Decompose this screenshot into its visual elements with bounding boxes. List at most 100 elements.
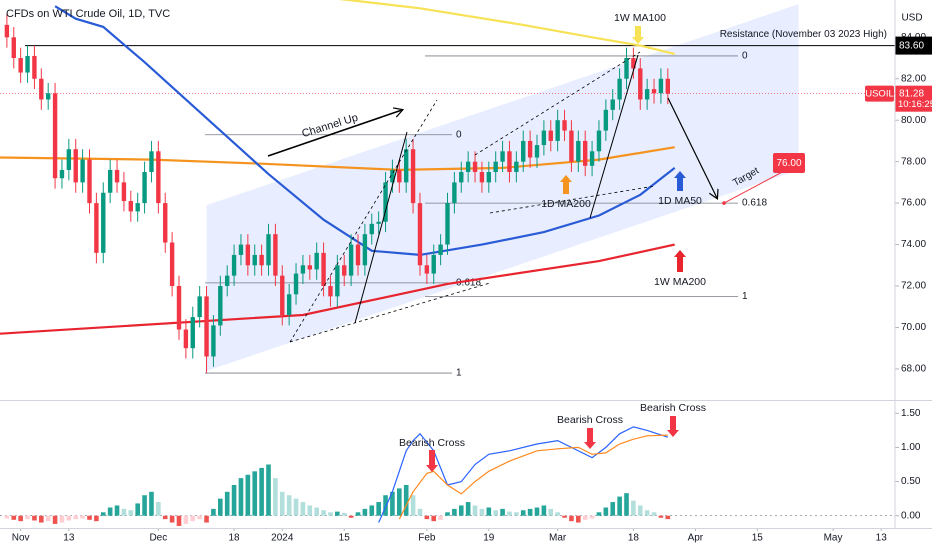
candle-body — [541, 130, 547, 146]
x-tick-label: 13 — [63, 533, 75, 544]
histogram-bar — [94, 515, 99, 522]
histogram-bar — [156, 502, 161, 516]
histogram-bar — [383, 495, 388, 516]
candle-body — [252, 254, 257, 266]
y-tick-label: 0.00 — [901, 510, 921, 521]
candle-body — [410, 149, 416, 204]
candle-body — [259, 254, 264, 266]
candle-body — [548, 130, 553, 141]
drawing-line — [289, 282, 491, 343]
candle-body — [211, 325, 216, 357]
candle-body — [59, 169, 65, 179]
histogram-bar — [231, 484, 237, 516]
histogram-bar — [376, 502, 381, 516]
macd-line — [378, 426, 668, 523]
candle-body — [204, 296, 209, 357]
histogram-bar — [424, 515, 430, 520]
x-tick-label: Apr — [688, 533, 704, 544]
macd-pane — [0, 426, 895, 526]
arrow — [674, 171, 686, 191]
candle-body — [307, 265, 313, 270]
candle-body — [342, 265, 347, 276]
histogram-bar — [417, 508, 423, 516]
candle-body — [163, 203, 168, 243]
drawing-line — [267, 110, 402, 157]
y-tick-label: 1.00 — [901, 442, 921, 453]
ma-label: 1D MA50 — [658, 195, 702, 207]
y-tick-label: 1.50 — [901, 408, 921, 419]
y-tick-label: 0.50 — [901, 476, 921, 487]
countdown: 10:16:25 — [898, 99, 932, 110]
candle-body — [321, 252, 326, 287]
candle-body — [562, 120, 567, 131]
y-tick-label: 74.00 — [901, 239, 926, 250]
histogram-bar — [211, 508, 216, 516]
candle-body — [403, 149, 409, 183]
candle-body — [397, 169, 402, 183]
candle-body — [176, 286, 182, 330]
arrow — [560, 175, 572, 194]
y-tick-label: 80.00 — [901, 115, 926, 126]
x-tick-label: 18 — [229, 533, 241, 544]
histogram-bar — [665, 515, 671, 520]
x-tick-label: 15 — [339, 533, 351, 544]
y-tick-label: 68.00 — [901, 364, 926, 375]
candle-body — [348, 244, 354, 276]
histogram-bar — [362, 508, 368, 516]
x-tick-label: 13 — [876, 533, 888, 544]
arrow — [674, 250, 686, 272]
histogram-bar — [610, 502, 616, 516]
histogram-bar — [520, 510, 526, 516]
candle-body — [266, 234, 271, 266]
candle-body — [293, 273, 299, 295]
candle-body — [142, 172, 147, 204]
candle-body — [383, 182, 388, 222]
histogram-bar — [293, 498, 299, 516]
histogram-bar — [4, 515, 10, 519]
candle-body — [4, 24, 10, 38]
histogram-bar — [25, 515, 30, 520]
candle-body — [80, 159, 85, 183]
last-value: 81.28 — [899, 88, 924, 99]
drawing-line — [589, 54, 639, 219]
candle-body — [355, 244, 361, 266]
candle-body — [328, 286, 333, 297]
histogram-bar — [403, 484, 409, 516]
y-tick-label: 76.00 — [901, 198, 926, 209]
histogram-bar — [500, 508, 505, 516]
candle-body — [73, 149, 78, 183]
histogram-bar — [314, 507, 319, 516]
y-tick-label: 78.00 — [901, 156, 926, 167]
histogram-bar — [541, 505, 547, 516]
histogram-bar — [548, 508, 554, 516]
target-point — [722, 201, 726, 205]
candle-body — [183, 329, 189, 349]
histogram-bar — [300, 502, 306, 516]
candle-body — [128, 201, 134, 212]
histogram-bar — [335, 511, 340, 516]
arrow — [584, 428, 596, 449]
x-tick-label: Nov — [12, 533, 30, 544]
candle-body — [18, 58, 23, 73]
candle-body — [644, 89, 650, 100]
histogram-bar — [624, 493, 629, 516]
candle-body — [624, 58, 629, 79]
y-tick-label: 70.00 — [901, 322, 926, 333]
histogram-bar — [328, 512, 333, 516]
arrow — [426, 450, 438, 472]
candle-body — [94, 203, 99, 253]
candle-body — [245, 244, 251, 266]
histogram-bar — [121, 508, 127, 516]
candle-body — [459, 172, 464, 183]
candle-body — [314, 252, 319, 270]
histogram-bar — [114, 505, 120, 516]
histogram-bar — [644, 510, 650, 516]
x-tick-label: 2024 — [271, 533, 294, 544]
histogram-bar — [204, 515, 209, 523]
histogram-bar — [348, 515, 354, 518]
y-tick-label: 72.00 — [901, 281, 926, 292]
histogram-bar — [631, 500, 636, 516]
candle-body — [369, 223, 374, 235]
